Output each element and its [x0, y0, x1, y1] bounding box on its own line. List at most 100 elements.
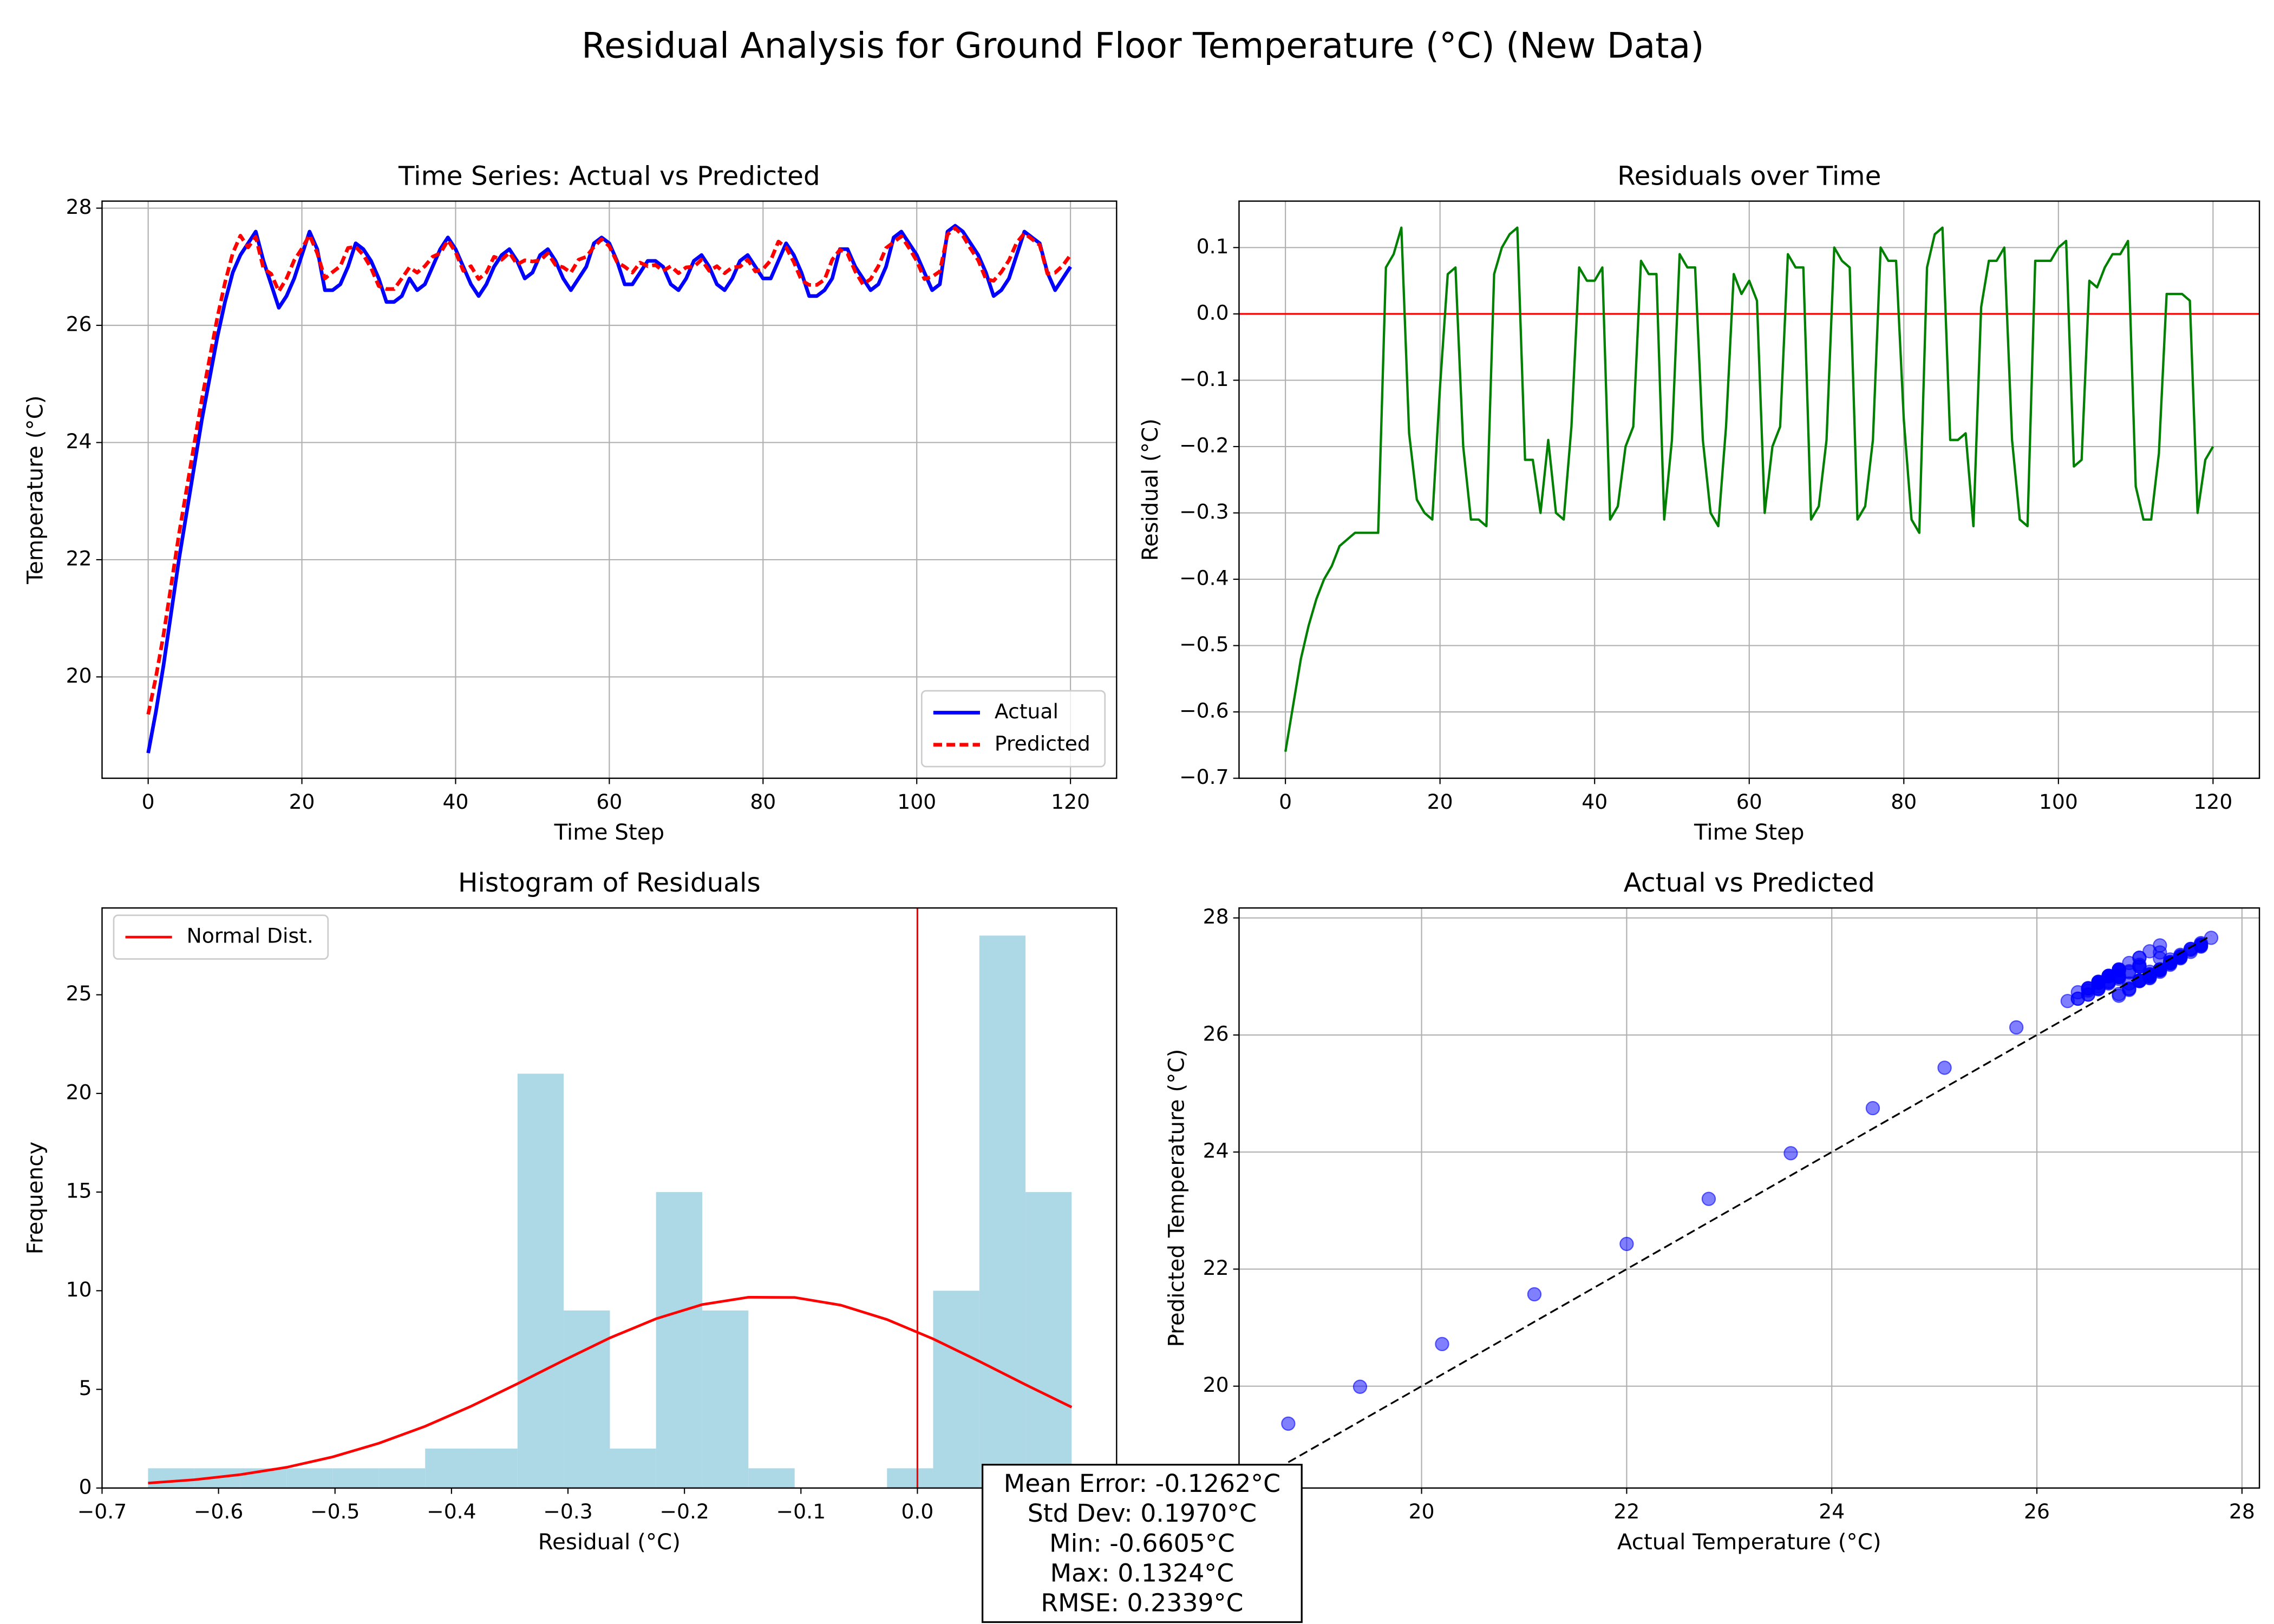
y-tick-label: 24	[1203, 1139, 1229, 1163]
plot-area	[1239, 226, 2260, 752]
legend-box	[920, 690, 1106, 768]
axes-frame	[101, 907, 1118, 1489]
y-tick-label: 0.0	[1197, 300, 1229, 324]
scatter-point	[1527, 1287, 1542, 1302]
legend: Actual Predicted	[920, 690, 1106, 768]
legend-label: Predicted	[995, 731, 1090, 755]
x-tick-label: 20	[289, 790, 315, 814]
x-axis-label: Residual (°C)	[538, 1529, 681, 1555]
histogram-bar	[425, 1448, 472, 1488]
plot-area	[148, 908, 1073, 1488]
figure-title: Residual Analysis for Ground Floor Tempe…	[581, 25, 1704, 66]
x-tick-label: 20	[1427, 790, 1453, 814]
y-tick-label: −0.7	[1179, 765, 1229, 789]
x-tick-label: 28	[2229, 1499, 2255, 1523]
y-axis-label: Frequency	[22, 1142, 48, 1255]
x-tick-label: 20	[1409, 1499, 1435, 1523]
histogram-bar	[148, 1468, 194, 1488]
x-tick-label: 100	[897, 790, 936, 814]
y-tick-label: 20	[66, 664, 92, 687]
stats-line: Min: -0.6605°C	[1049, 1529, 1235, 1557]
y-axis-label: Predicted Temperature (°C)	[1164, 1049, 1189, 1347]
y-tick-label: 25	[66, 981, 92, 1005]
x-tick-label: −0.1	[776, 1499, 826, 1523]
x-tick-label: −0.3	[543, 1499, 593, 1523]
scatter-point	[2091, 975, 2106, 990]
y-tick-label: 0	[79, 1475, 92, 1498]
histogram-bar	[517, 1073, 564, 1488]
scatter-point	[1435, 1337, 1449, 1352]
chart-title: Histogram of Residuals	[458, 868, 761, 898]
chart-title: Time Series: Actual vs Predicted	[398, 161, 820, 191]
scatter-point	[1352, 1379, 1368, 1394]
x-tick-label: 60	[1736, 790, 1762, 814]
plot-area	[1281, 931, 2219, 1463]
histogram-bar	[933, 1291, 979, 1488]
scatter-point	[2009, 1020, 2024, 1035]
histogram-bar	[471, 1448, 518, 1488]
y-tick-label: −0.4	[1179, 566, 1229, 590]
x-tick-label: 80	[750, 790, 776, 814]
y-tick-label: 26	[66, 312, 92, 336]
chart-title: Actual vs Predicted	[1624, 868, 1875, 898]
scatter-point	[1865, 1101, 1880, 1116]
stats-line: RMSE: 0.2339°C	[1041, 1589, 1243, 1618]
series-line	[1284, 226, 2214, 752]
x-tick-label: −0.5	[310, 1499, 360, 1523]
x-tick-label: 100	[2039, 790, 2078, 814]
y-axis-label: Temperature (°C)	[22, 395, 48, 584]
x-tick-label: −0.6	[194, 1499, 244, 1523]
histogram-bar	[1025, 1192, 1072, 1488]
stats-frame	[982, 1464, 1303, 1623]
axes-frame	[1238, 200, 2260, 779]
y-tick-label: 15	[66, 1179, 92, 1203]
y-tick-label: −0.5	[1179, 632, 1229, 656]
x-tick-label: 60	[596, 790, 622, 814]
y-axis-label: Residual (°C)	[1138, 418, 1163, 561]
y-tick-label: −0.3	[1179, 500, 1229, 523]
x-tick-label: 80	[1891, 790, 1917, 814]
histogram-bar	[887, 1468, 933, 1488]
histogram-bar	[332, 1468, 379, 1488]
x-tick-label: 0	[142, 790, 155, 814]
stats-line: Mean Error: -0.1262°C	[1004, 1469, 1280, 1498]
x-tick-label: 22	[1613, 1499, 1639, 1523]
series-line	[146, 224, 1072, 754]
x-axis-label: Time Step	[554, 820, 665, 845]
x-axis-label: Time Step	[1694, 820, 1805, 845]
scatter-point	[2112, 968, 2126, 983]
y-tick-label: 10	[66, 1278, 92, 1301]
y-tick-label: 28	[66, 195, 92, 219]
x-tick-label: 120	[1051, 790, 1090, 814]
scatter-point	[2081, 983, 2095, 998]
y-tick-label: 20	[66, 1080, 92, 1104]
x-tick-label: 120	[2193, 790, 2232, 814]
histogram-bar	[564, 1310, 610, 1488]
histogram-bar	[748, 1468, 795, 1488]
y-tick-label: 5	[79, 1376, 92, 1400]
reference-line	[1288, 934, 2212, 1463]
y-tick-label: −0.6	[1179, 699, 1229, 723]
histogram-bar	[378, 1468, 426, 1488]
y-tick-label: 28	[1203, 905, 1229, 928]
scatter-point	[1937, 1060, 1952, 1075]
y-tick-label: 26	[1203, 1021, 1229, 1045]
y-tick-label: 0.1	[1197, 234, 1229, 258]
y-tick-label: 22	[66, 546, 92, 570]
histogram-bar	[656, 1192, 703, 1488]
stats-line: Std Dev: 0.1970°C	[1028, 1499, 1257, 1528]
histogram-bar	[979, 935, 1026, 1488]
x-tick-label: 26	[2024, 1499, 2050, 1523]
x-tick-label: −0.2	[659, 1499, 709, 1523]
x-tick-label: 40	[1582, 790, 1608, 814]
scatter-point	[1701, 1191, 1716, 1206]
x-tick-label: 40	[443, 790, 469, 814]
scatter-point	[1783, 1146, 1798, 1161]
axes-frame	[101, 200, 1118, 779]
y-tick-label: −0.1	[1179, 367, 1229, 391]
x-tick-label: 0	[1279, 790, 1292, 814]
legend-label: Actual	[995, 699, 1058, 723]
legend-box	[113, 914, 329, 960]
y-tick-label: 24	[66, 429, 92, 453]
